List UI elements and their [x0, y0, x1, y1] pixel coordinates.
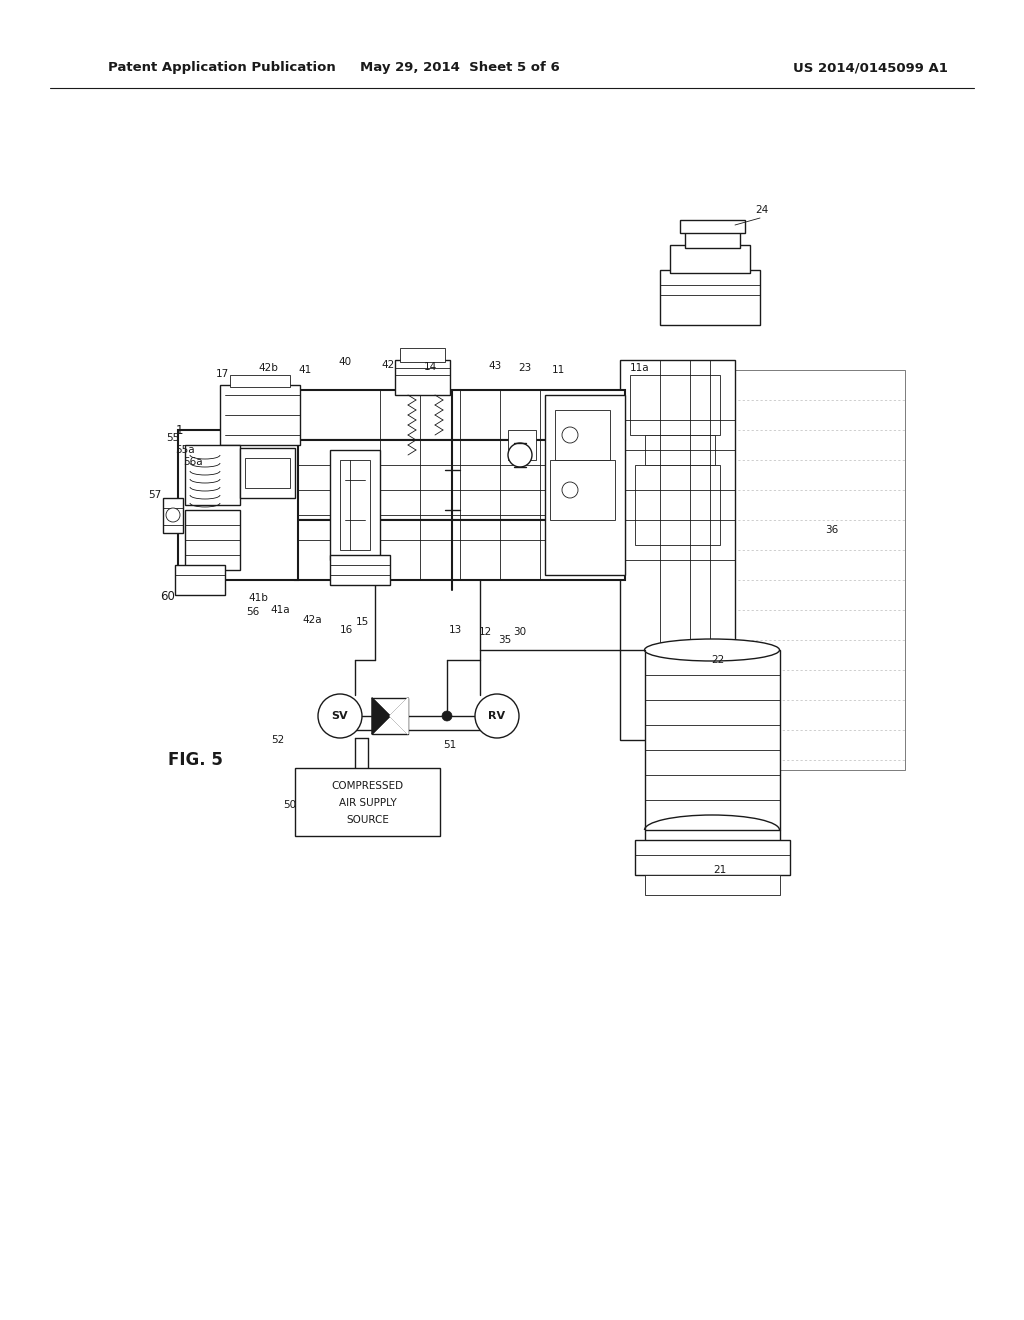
- Text: SV: SV: [332, 711, 348, 721]
- Text: 15: 15: [355, 616, 369, 627]
- Bar: [240, 447, 295, 498]
- Text: 24: 24: [756, 205, 769, 215]
- Bar: [645, 875, 780, 895]
- Bar: [635, 465, 720, 545]
- Bar: [545, 395, 625, 576]
- Bar: [620, 360, 735, 741]
- Bar: [340, 459, 370, 550]
- Text: RV: RV: [488, 711, 506, 721]
- Text: 36: 36: [825, 525, 839, 535]
- Text: 50: 50: [284, 800, 297, 810]
- Bar: [163, 498, 183, 533]
- Text: 57: 57: [148, 490, 162, 500]
- Bar: [555, 411, 610, 459]
- Text: 51: 51: [443, 741, 457, 750]
- Bar: [245, 458, 290, 488]
- Text: 21: 21: [714, 865, 727, 875]
- Bar: [372, 698, 408, 734]
- Bar: [645, 649, 780, 830]
- Bar: [550, 459, 615, 520]
- Text: 42a: 42a: [302, 615, 322, 624]
- Text: 55a: 55a: [175, 445, 195, 455]
- Bar: [185, 510, 240, 570]
- Circle shape: [508, 444, 532, 467]
- Bar: [645, 436, 715, 465]
- Text: 41: 41: [298, 366, 311, 375]
- Text: 40: 40: [339, 356, 351, 367]
- Text: 41b: 41b: [248, 593, 268, 603]
- Text: 30: 30: [513, 627, 526, 638]
- Bar: [670, 246, 750, 273]
- Circle shape: [166, 508, 180, 521]
- Circle shape: [442, 711, 452, 721]
- Text: 43: 43: [488, 360, 502, 371]
- Bar: [178, 430, 298, 579]
- Bar: [400, 348, 445, 362]
- Bar: [330, 450, 380, 560]
- Text: 17: 17: [215, 370, 228, 379]
- Bar: [175, 565, 225, 595]
- Text: US 2014/0145099 A1: US 2014/0145099 A1: [793, 62, 947, 74]
- Bar: [230, 375, 290, 387]
- Circle shape: [562, 426, 578, 444]
- Circle shape: [318, 694, 362, 738]
- Text: SOURCE: SOURCE: [346, 814, 389, 825]
- Text: FIG. 5: FIG. 5: [168, 751, 223, 770]
- Bar: [295, 389, 625, 440]
- Text: 16: 16: [339, 624, 352, 635]
- Text: 14: 14: [423, 362, 436, 372]
- Polygon shape: [372, 698, 390, 734]
- Bar: [295, 768, 440, 836]
- Text: 11a: 11a: [630, 363, 650, 374]
- Text: 1: 1: [175, 424, 183, 437]
- Text: 60: 60: [160, 590, 175, 603]
- Bar: [295, 520, 625, 579]
- Circle shape: [475, 694, 519, 738]
- Text: 42: 42: [381, 360, 394, 370]
- Bar: [720, 370, 905, 770]
- Text: 41a: 41a: [270, 605, 290, 615]
- Text: 22: 22: [712, 655, 725, 665]
- Text: 56a: 56a: [183, 457, 203, 467]
- Bar: [185, 445, 240, 506]
- Text: May 29, 2014  Sheet 5 of 6: May 29, 2014 Sheet 5 of 6: [360, 62, 560, 74]
- Text: 42b: 42b: [258, 363, 278, 374]
- Circle shape: [562, 482, 578, 498]
- Bar: [680, 220, 745, 234]
- Text: 35: 35: [499, 635, 512, 645]
- Bar: [685, 230, 740, 248]
- Text: 12: 12: [478, 627, 492, 638]
- Text: 11: 11: [551, 366, 564, 375]
- Text: 23: 23: [518, 363, 531, 374]
- Ellipse shape: [644, 639, 779, 661]
- Text: COMPRESSED: COMPRESSED: [332, 781, 403, 791]
- Text: AIR SUPPLY: AIR SUPPLY: [339, 799, 396, 808]
- Bar: [660, 271, 760, 325]
- Bar: [630, 375, 720, 436]
- Text: 52: 52: [271, 735, 285, 744]
- Text: 55: 55: [166, 433, 179, 444]
- Polygon shape: [390, 698, 408, 734]
- Text: Patent Application Publication: Patent Application Publication: [108, 62, 336, 74]
- Text: 13: 13: [449, 624, 462, 635]
- Text: 56: 56: [247, 607, 260, 616]
- Bar: [508, 430, 536, 459]
- Bar: [330, 554, 390, 585]
- Bar: [635, 840, 790, 875]
- Bar: [220, 385, 300, 445]
- Bar: [295, 440, 625, 520]
- Bar: [395, 360, 450, 395]
